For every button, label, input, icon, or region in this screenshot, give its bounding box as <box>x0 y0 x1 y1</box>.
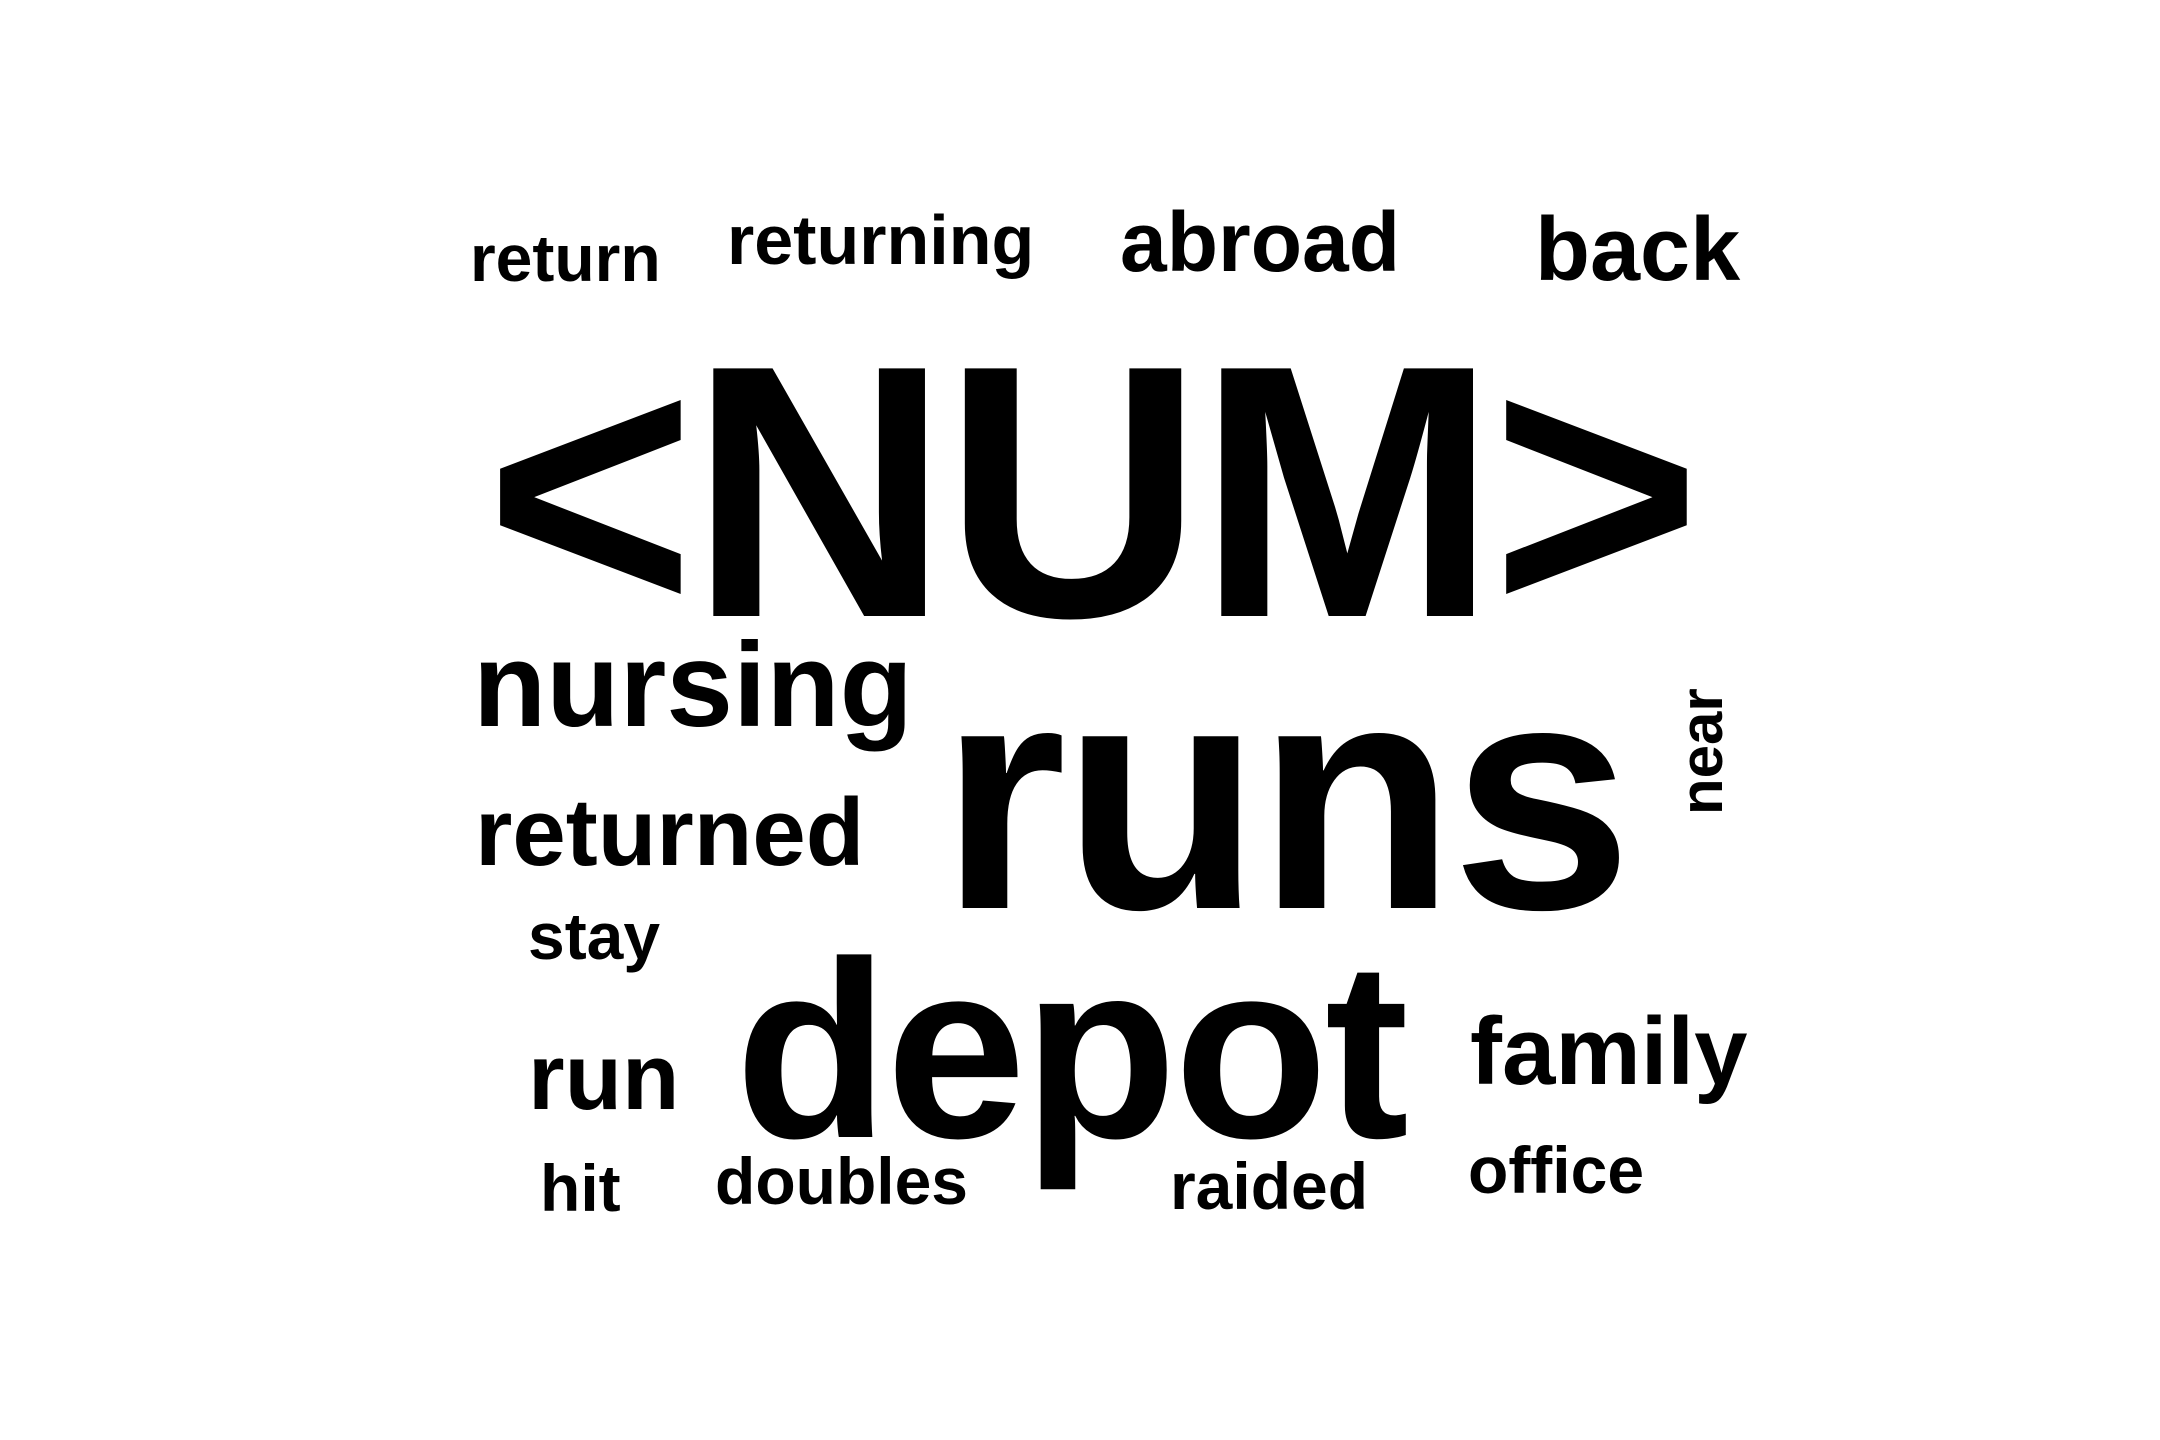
word-raided: raided <box>1170 1149 1369 1223</box>
word-stay: stay <box>528 899 661 973</box>
word-runs: runs <box>940 614 1632 977</box>
word-nursing: nursing <box>473 618 913 752</box>
word-back: back <box>1535 200 1741 300</box>
word-office: office <box>1468 1133 1645 1207</box>
word-abroad: abroad <box>1120 195 1401 289</box>
word-depot: depot <box>735 910 1409 1191</box>
word-returning: returning <box>727 201 1035 279</box>
word-hit: hit <box>540 1151 621 1225</box>
word-family: family <box>1470 998 1748 1105</box>
word-num: <NUM> <box>485 291 1701 693</box>
word-return: return <box>470 221 661 295</box>
word-returned: returned <box>475 779 865 886</box>
word-run: run <box>528 1024 680 1129</box>
word-near: near <box>1668 688 1735 815</box>
word-doubles: doubles <box>715 1144 969 1218</box>
